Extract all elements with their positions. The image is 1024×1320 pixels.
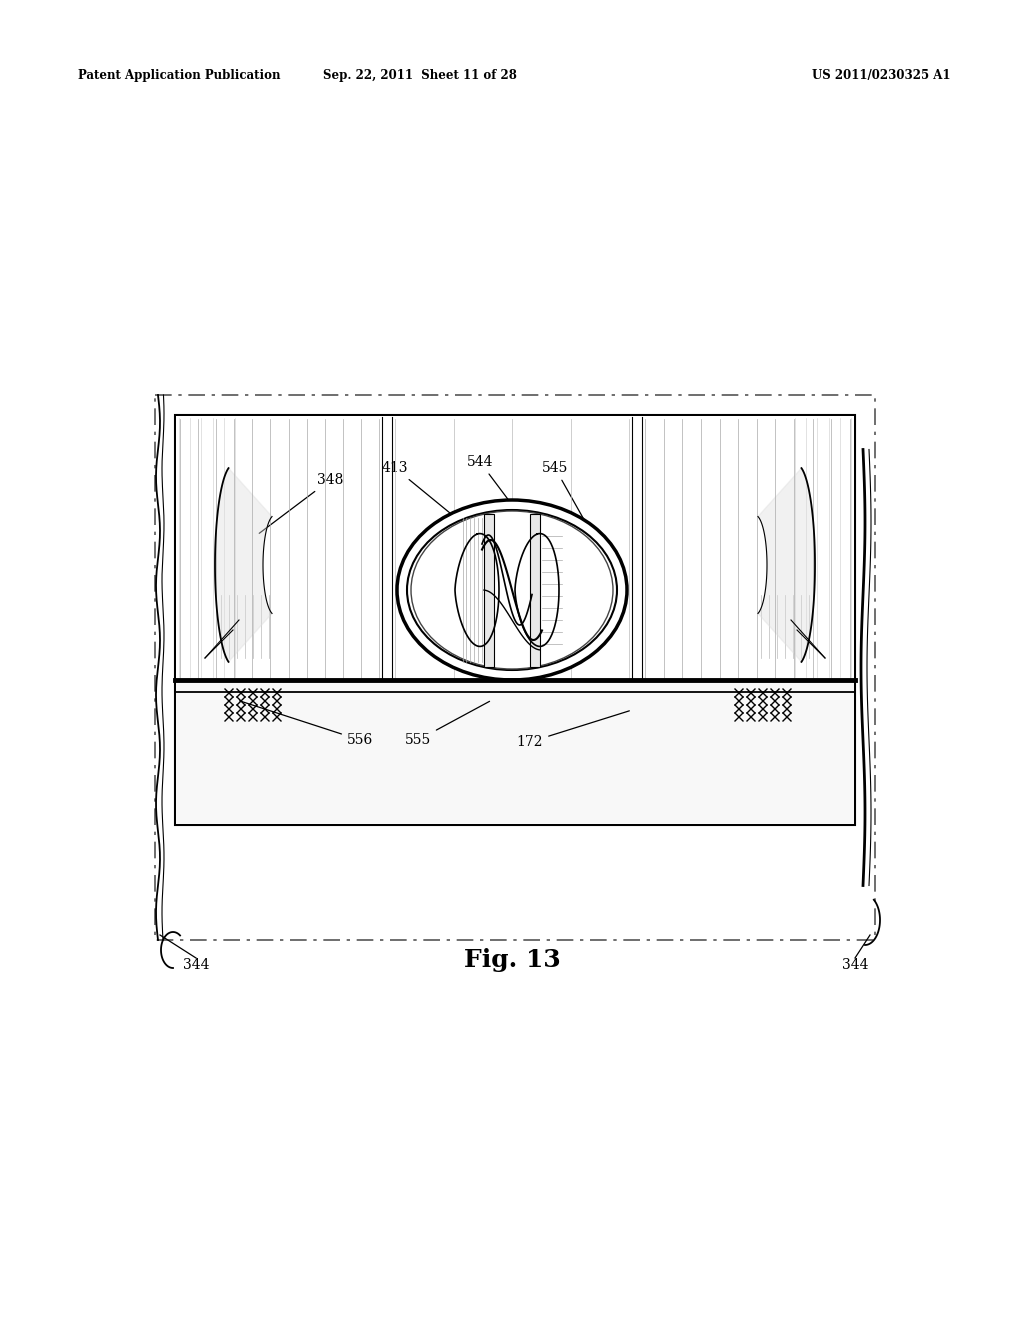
Text: 544: 544 xyxy=(467,455,520,516)
Polygon shape xyxy=(215,469,272,661)
Bar xyxy=(176,416,854,678)
Text: 348: 348 xyxy=(259,473,343,533)
Bar xyxy=(175,414,855,825)
Bar xyxy=(176,681,854,824)
Ellipse shape xyxy=(397,500,627,680)
Text: Sep. 22, 2011  Sheet 11 of 28: Sep. 22, 2011 Sheet 11 of 28 xyxy=(323,69,517,82)
Ellipse shape xyxy=(407,510,617,671)
Bar xyxy=(484,513,494,667)
Polygon shape xyxy=(758,469,815,661)
Text: 556: 556 xyxy=(240,701,373,747)
Text: Fig. 13: Fig. 13 xyxy=(464,948,560,972)
Text: Patent Application Publication: Patent Application Publication xyxy=(78,69,281,82)
Text: 172: 172 xyxy=(517,711,630,748)
Text: 344: 344 xyxy=(842,958,868,972)
Text: 555: 555 xyxy=(404,701,489,747)
Text: 344: 344 xyxy=(182,958,209,972)
Bar xyxy=(530,513,540,667)
Text: 545: 545 xyxy=(542,461,597,543)
Text: 413: 413 xyxy=(382,461,486,544)
Ellipse shape xyxy=(411,511,613,669)
Text: US 2011/0230325 A1: US 2011/0230325 A1 xyxy=(811,69,950,82)
Bar xyxy=(155,395,874,940)
